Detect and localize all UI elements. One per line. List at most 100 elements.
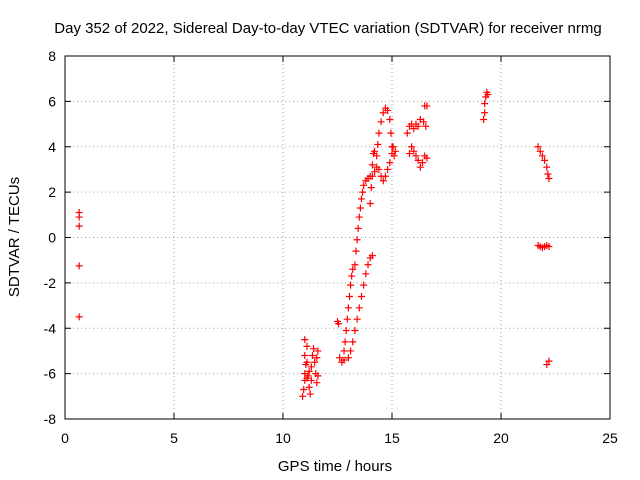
data-point — [377, 118, 385, 126]
data-point — [355, 213, 363, 221]
data-series — [75, 88, 553, 400]
data-point — [356, 204, 364, 212]
y-axis-label: SDTVAR / TECUs — [6, 177, 23, 297]
data-point — [419, 159, 427, 167]
y-tick-label: 0 — [48, 230, 56, 246]
data-point — [379, 109, 387, 117]
x-tick-label: 0 — [61, 430, 69, 446]
data-point — [412, 152, 420, 160]
data-point — [387, 129, 395, 137]
data-point — [545, 243, 553, 251]
data-point — [541, 156, 549, 164]
data-point — [314, 347, 322, 355]
data-point — [347, 347, 355, 355]
data-point — [367, 184, 375, 192]
x-tick-label: 10 — [275, 430, 291, 446]
data-point — [536, 147, 544, 155]
data-point — [301, 351, 309, 359]
data-point — [366, 199, 374, 207]
data-point — [410, 147, 418, 155]
data-point — [414, 156, 422, 164]
data-point — [313, 354, 321, 362]
data-point — [357, 195, 365, 203]
data-point — [351, 327, 359, 335]
data-point — [354, 224, 362, 232]
x-tick-label: 15 — [384, 430, 400, 446]
data-point — [544, 170, 552, 178]
data-point — [545, 175, 553, 183]
data-point — [340, 347, 348, 355]
data-point — [388, 150, 396, 158]
data-point — [381, 172, 389, 180]
data-point — [335, 320, 343, 328]
data-point — [534, 143, 542, 151]
data-point — [373, 152, 381, 160]
data-point — [308, 351, 316, 359]
data-point — [355, 304, 363, 312]
data-point — [545, 357, 553, 365]
x-tick-label: 25 — [602, 430, 618, 446]
data-point — [75, 213, 83, 221]
y-tick-label: -8 — [44, 411, 57, 427]
data-point — [405, 150, 413, 158]
data-point — [420, 118, 428, 126]
data-point — [305, 383, 313, 391]
data-point — [360, 181, 368, 189]
data-point — [374, 140, 382, 148]
data-point — [481, 100, 489, 108]
data-point — [375, 165, 383, 173]
data-point — [538, 152, 546, 160]
data-point — [379, 177, 387, 185]
data-point — [314, 372, 322, 380]
x-tick-label: 5 — [170, 430, 178, 446]
data-point — [349, 338, 357, 346]
data-point — [303, 374, 311, 382]
data-point — [303, 358, 311, 366]
data-point — [341, 338, 349, 346]
data-point — [364, 261, 372, 269]
data-point — [353, 236, 361, 244]
y-tick-label: 4 — [48, 139, 56, 155]
data-point — [403, 129, 411, 137]
data-point — [305, 367, 313, 375]
data-point — [359, 188, 367, 196]
data-point — [371, 147, 379, 155]
data-point — [313, 379, 321, 387]
data-point — [75, 313, 83, 321]
grid — [65, 56, 610, 419]
data-point — [311, 358, 319, 366]
data-point — [422, 122, 430, 130]
data-point — [386, 159, 394, 167]
data-point — [384, 106, 392, 114]
data-point — [336, 354, 344, 362]
data-point — [301, 336, 309, 344]
data-point — [362, 270, 370, 278]
data-point — [410, 125, 418, 133]
data-point — [348, 272, 356, 280]
data-point — [484, 91, 492, 99]
data-point — [75, 222, 83, 230]
data-point — [368, 252, 376, 260]
y-tick-label: 6 — [48, 93, 56, 109]
y-tick-label: -4 — [44, 320, 57, 336]
y-tick-label: 2 — [48, 184, 56, 200]
data-point — [340, 356, 348, 364]
data-point — [342, 327, 350, 335]
data-point — [306, 390, 314, 398]
data-point — [480, 116, 488, 124]
data-point — [414, 122, 422, 130]
data-point — [353, 315, 361, 323]
data-point — [371, 168, 379, 176]
data-point — [300, 386, 308, 394]
x-tick-label: 20 — [493, 430, 509, 446]
data-point — [375, 129, 383, 137]
data-point — [408, 143, 416, 151]
data-point — [368, 161, 376, 169]
data-point — [351, 261, 359, 269]
data-point — [307, 376, 315, 384]
data-point — [352, 247, 360, 255]
data-point — [344, 304, 352, 312]
x-axis: 0 5 10 15 20 25 — [61, 56, 618, 446]
